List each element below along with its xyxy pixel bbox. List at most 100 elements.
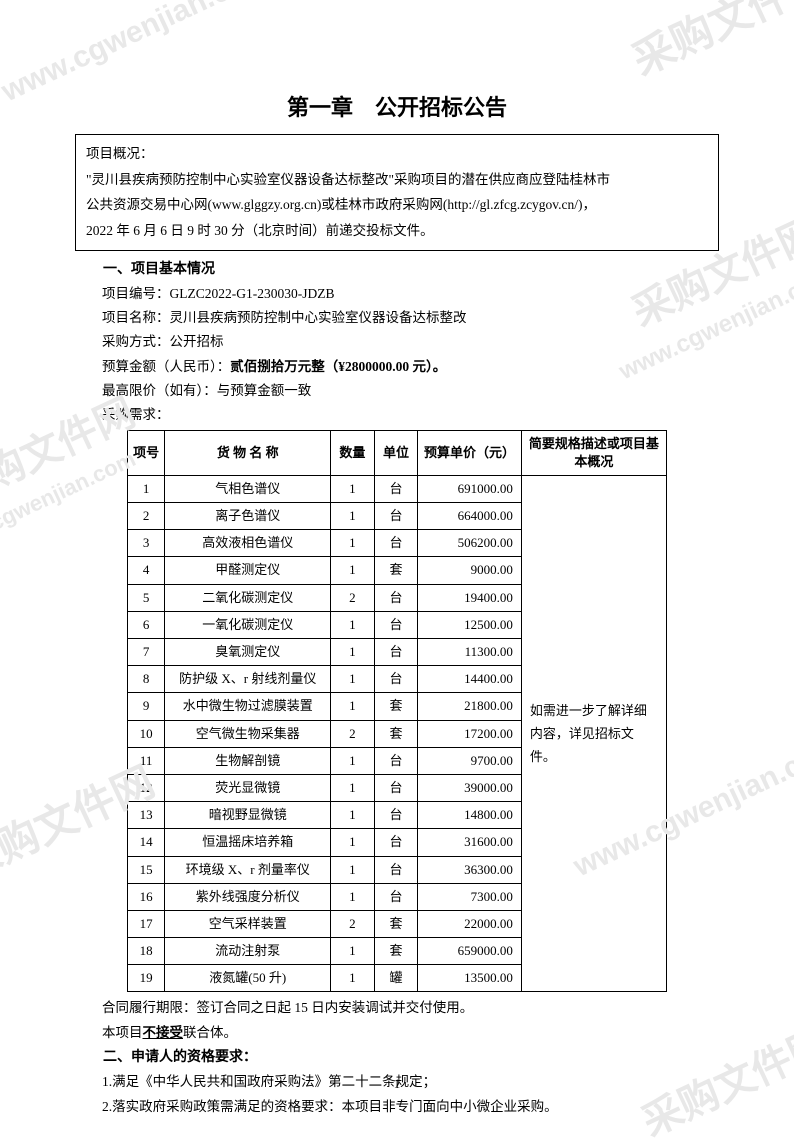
cell-index: 1 [128, 475, 165, 502]
cell-unit: 台 [374, 666, 418, 693]
cell-qty: 2 [331, 910, 375, 937]
cell-name: 恒温摇床培养箱 [165, 829, 331, 856]
cell-price: 659000.00 [418, 938, 522, 965]
cell-name: 荧光显微镜 [165, 774, 331, 801]
cell-qty: 1 [331, 611, 375, 638]
cell-index: 8 [128, 666, 165, 693]
cell-qty: 1 [331, 938, 375, 965]
table-row: 1气相色谱仪1台691000.00如需进一步了解详细内容，详见招标文件。 [128, 475, 667, 502]
cell-index: 17 [128, 910, 165, 937]
cell-qty: 1 [331, 666, 375, 693]
cell-qty: 1 [331, 503, 375, 530]
cell-price: 691000.00 [418, 475, 522, 502]
cell-unit: 台 [374, 747, 418, 774]
cell-qty: 1 [331, 475, 375, 502]
cell-index: 15 [128, 856, 165, 883]
cell-unit: 台 [374, 856, 418, 883]
cell-name: 环境级 X、r 剂量率仪 [165, 856, 331, 883]
cell-name: 甲醛测定仪 [165, 557, 331, 584]
cell-qty: 1 [331, 856, 375, 883]
cell-qty: 1 [331, 802, 375, 829]
cell-name: 流动注射泵 [165, 938, 331, 965]
th-index: 项号 [128, 430, 165, 475]
watermark-text: 采购文件网 [621, 0, 794, 88]
cell-name: 液氮罐(50 升) [165, 965, 331, 992]
overview-line: 公共资源交易中心网(www.glggzy.org.cn)或桂林市政府采购网(ht… [86, 192, 708, 218]
contract-period: 合同履行期限：签订合同之日起 15 日内安装调试并交付使用。 [75, 996, 719, 1020]
cell-price: 17200.00 [418, 720, 522, 747]
cell-unit: 台 [374, 584, 418, 611]
cell-unit: 台 [374, 530, 418, 557]
cell-name: 暗视野显微镜 [165, 802, 331, 829]
th-unit: 单位 [374, 430, 418, 475]
cell-index: 13 [128, 802, 165, 829]
cell-unit: 台 [374, 611, 418, 638]
joint-prefix: 本项目 [102, 1025, 143, 1040]
th-qty: 数量 [331, 430, 375, 475]
project-number: 项目编号：GLZC2022-G1-230030-JDZB [75, 282, 719, 306]
procurement-method: 采购方式：公开招标 [75, 330, 719, 354]
cell-price: 506200.00 [418, 530, 522, 557]
cell-unit: 套 [374, 938, 418, 965]
overview-label: 项目概况： [86, 141, 708, 167]
cell-qty: 1 [331, 829, 375, 856]
cell-unit: 台 [374, 883, 418, 910]
budget-value: 贰佰捌拾万元整（¥2800000.00 元）。 [230, 359, 446, 374]
requirement-line: 1.满足《中华人民共和国政府采购法》第二十二条规定； [102, 1070, 719, 1094]
table-header-row: 项号 货 物 名 称 数量 单位 预算单价（元） 简要规格描述或项目基本概况 [128, 430, 667, 475]
cell-unit: 台 [374, 639, 418, 666]
th-price: 预算单价（元） [418, 430, 522, 475]
cell-index: 2 [128, 503, 165, 530]
cell-index: 5 [128, 584, 165, 611]
items-table: 项号 货 物 名 称 数量 单位 预算单价（元） 简要规格描述或项目基本概况 1… [127, 430, 667, 993]
budget-label: 预算金额（人民币）： [102, 359, 230, 374]
cell-price: 22000.00 [418, 910, 522, 937]
overview-box: 项目概况： "灵川县疾病预防控制中心实验室仪器设备达标整改"采购项目的潜在供应商… [75, 134, 719, 251]
cell-name: 防护级 X、r 射线剂量仪 [165, 666, 331, 693]
cell-index: 6 [128, 611, 165, 638]
cell-index: 11 [128, 747, 165, 774]
cell-name: 离子色谱仪 [165, 503, 331, 530]
cell-qty: 1 [331, 747, 375, 774]
cell-price: 9700.00 [418, 747, 522, 774]
cell-unit: 台 [374, 475, 418, 502]
cell-index: 14 [128, 829, 165, 856]
cell-name: 空气采样装置 [165, 910, 331, 937]
cell-name: 臭氧测定仪 [165, 639, 331, 666]
cell-qty: 1 [331, 639, 375, 666]
cell-name: 空气微生物采集器 [165, 720, 331, 747]
section-heading: 一、项目基本情况 [75, 257, 719, 282]
cell-qty: 1 [331, 693, 375, 720]
joint-body-line: 本项目不接受联合体。 [75, 1021, 719, 1045]
cell-price: 14800.00 [418, 802, 522, 829]
cell-unit: 台 [374, 829, 418, 856]
cell-index: 7 [128, 639, 165, 666]
cell-price: 21800.00 [418, 693, 522, 720]
cell-qty: 2 [331, 720, 375, 747]
cell-name: 二氧化碳测定仪 [165, 584, 331, 611]
cell-price: 39000.00 [418, 774, 522, 801]
cell-unit: 套 [374, 910, 418, 937]
cell-unit: 套 [374, 557, 418, 584]
cell-price: 13500.00 [418, 965, 522, 992]
cell-index: 19 [128, 965, 165, 992]
cell-index: 3 [128, 530, 165, 557]
cell-price: 12500.00 [418, 611, 522, 638]
budget-line: 预算金额（人民币）：贰佰捌拾万元整（¥2800000.00 元）。 [75, 355, 719, 379]
requirement-line: 2.落实政府采购政策需满足的资格要求：本项目非专门面向中小微企业采购。 [102, 1095, 719, 1119]
cell-price: 19400.00 [418, 584, 522, 611]
watermark-text: www.cgwenjian.com [0, 446, 140, 560]
overview-line: 2022 年 6 月 6 日 9 时 30 分（北京时间）前递交投标文件。 [86, 218, 708, 244]
cell-index: 10 [128, 720, 165, 747]
page-number: 1 [394, 1076, 401, 1092]
cell-name: 生物解剖镜 [165, 747, 331, 774]
cell-index: 9 [128, 693, 165, 720]
cell-unit: 台 [374, 802, 418, 829]
cell-unit: 台 [374, 503, 418, 530]
cell-qty: 2 [331, 584, 375, 611]
joint-suffix: 联合体。 [183, 1025, 237, 1040]
overview-line: "灵川县疾病预防控制中心实验室仪器设备达标整改"采购项目的潜在供应商应登陆桂林市 [86, 167, 708, 193]
cell-qty: 1 [331, 557, 375, 584]
cell-index: 18 [128, 938, 165, 965]
section-heading: 二、申请人的资格要求： [75, 1045, 719, 1070]
